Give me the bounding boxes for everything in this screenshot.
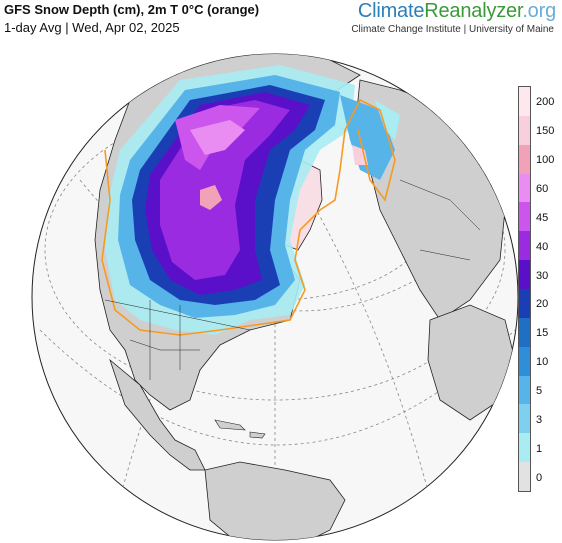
legend-label: 40	[536, 240, 549, 253]
legend-label: 200	[536, 96, 555, 109]
map-title: GFS Snow Depth (cm), 2m T 0°C (orange)	[4, 2, 260, 17]
map-subtitle: 1-day Avg | Wed, Apr 02, 2025	[4, 20, 180, 35]
legend-label: 100	[536, 154, 555, 167]
legend-swatch	[519, 231, 530, 261]
legend-swatch	[519, 288, 530, 318]
legend-swatch	[519, 317, 530, 347]
brand-part-climate: Climate	[357, 0, 425, 22]
legend-swatch	[519, 86, 530, 116]
legend-swatch	[519, 173, 530, 203]
legend-swatch	[519, 144, 530, 174]
legend-label: 20	[536, 298, 549, 311]
brand-logo[interactable]: ClimateReanalyzer.org	[358, 0, 556, 23]
legend-swatch	[519, 433, 530, 463]
legend-swatch	[519, 202, 530, 232]
caribbean-islands	[214, 419, 266, 439]
legend-swatch	[519, 375, 530, 405]
brand-part-org: .org	[522, 0, 556, 22]
legend-label: 15	[536, 327, 549, 340]
legend-label: 150	[536, 125, 555, 138]
south-america-land	[204, 461, 346, 540]
institute-credit: Climate Change Institute | University of…	[351, 24, 554, 35]
legend-swatch	[519, 115, 530, 145]
legend-label: 60	[536, 183, 549, 195]
legend-label: 1	[536, 442, 543, 455]
legend-swatch	[519, 462, 530, 491]
legend-label: 3	[536, 413, 543, 426]
legend-labels: 0 1 3 5 10 15 20 30 40 45 60 100 150 200	[536, 86, 562, 492]
legend-label: 0	[536, 471, 543, 484]
legend-label: 10	[536, 356, 549, 369]
brand-part-reanalyzer: Reanalyzer	[424, 0, 523, 22]
political-borders	[104, 179, 481, 380]
legend-label: 5	[536, 385, 543, 397]
legend-label: 30	[536, 269, 549, 282]
freezing-line	[101, 98, 396, 336]
legend-swatch	[519, 260, 530, 289]
legend-swatch	[519, 404, 530, 434]
legend-swatch	[519, 346, 530, 376]
color-legend	[518, 86, 531, 492]
legend-label: 45	[536, 211, 549, 224]
